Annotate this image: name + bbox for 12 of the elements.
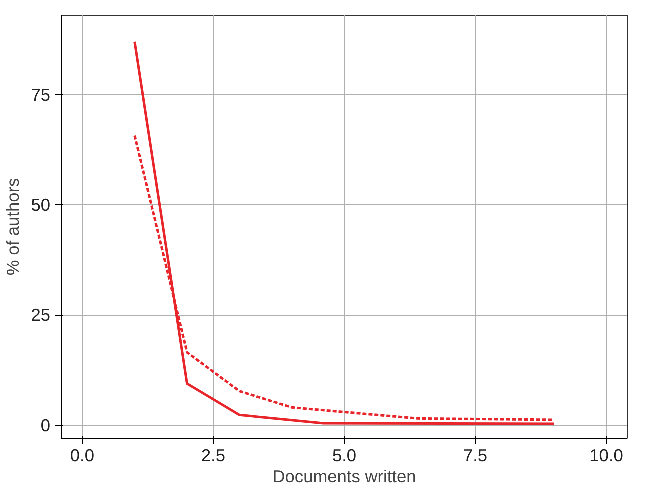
x-axis-title: Documents written bbox=[272, 466, 416, 486]
x-tick-label: 5.0 bbox=[332, 446, 357, 466]
x-tick-label: 10.0 bbox=[590, 446, 624, 466]
y-axis-title: % of authors bbox=[3, 178, 24, 276]
line-series bbox=[134, 40, 556, 426]
x-tick-label: 0.0 bbox=[70, 446, 95, 466]
y-tick-label: 50 bbox=[31, 194, 51, 215]
y-tick-label: 0 bbox=[40, 415, 51, 436]
y-tick-label: 75 bbox=[31, 84, 51, 105]
x-tick-label: 2.5 bbox=[201, 446, 226, 466]
y-tick-label: 25 bbox=[31, 305, 51, 326]
x-tick-label: 7.5 bbox=[463, 446, 488, 466]
